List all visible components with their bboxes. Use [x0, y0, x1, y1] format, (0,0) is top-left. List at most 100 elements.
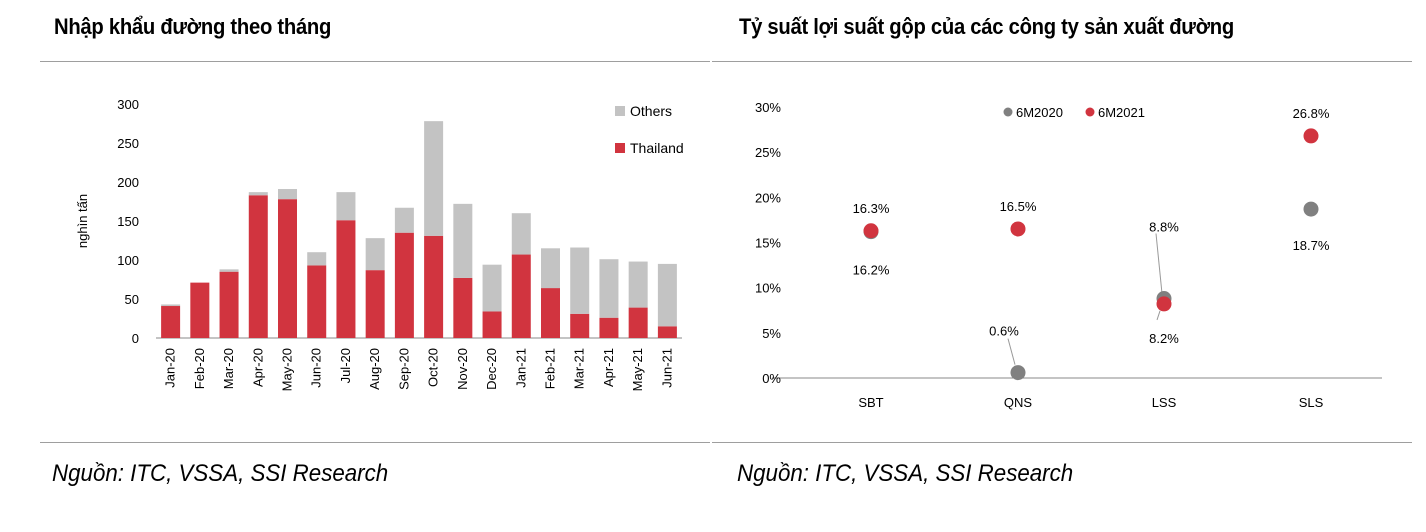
- bar-segment-thailand: [453, 277, 473, 338]
- data-label: 26.8%: [1293, 106, 1330, 121]
- x-tick-label: Apr-21: [601, 348, 616, 387]
- bar-segment-others: [307, 252, 327, 266]
- source-note: Nguồn: ITC, VSSA, SSI Research: [737, 460, 1074, 487]
- data-label: 16.2%: [853, 263, 890, 278]
- point-6m2021: [1303, 128, 1319, 144]
- x-tick-label: Oct-20: [426, 348, 441, 387]
- bottom-divider: [712, 442, 1412, 443]
- y-tick-label: 50: [125, 292, 139, 307]
- data-label: 16.3%: [853, 201, 890, 216]
- bar-segment-thailand: [394, 232, 414, 338]
- x-tick-label: SLS: [1299, 395, 1324, 410]
- legend-swatch: [615, 106, 625, 116]
- leader-line: [1156, 310, 1161, 321]
- top-divider: [40, 61, 710, 62]
- x-tick-label: QNS: [1004, 395, 1033, 410]
- dot-plot-chart: 0% 5% 10% 15% 20% 25% 30% SBT QNS LSS SLS 16.2% 0.6%…: [755, 100, 1382, 410]
- bar-segment-others: [336, 192, 356, 221]
- x-tick-label: Feb-21: [543, 348, 558, 389]
- x-tick-label: Jun-21: [659, 348, 674, 388]
- x-tick-label: LSS: [1152, 395, 1177, 410]
- x-tick-label: May-20: [280, 348, 295, 391]
- x-tick-label: Sep-20: [396, 348, 411, 390]
- y-tick-label: 300: [117, 97, 139, 112]
- bar-segment-others: [541, 248, 560, 289]
- margin-chart-panel: Tỷ suất lợi suất gộp của các công ty sản…: [712, 0, 1426, 532]
- top-divider: [712, 61, 1412, 62]
- x-tick-label: Aug-20: [367, 348, 382, 390]
- bar-segment-thailand: [307, 265, 327, 338]
- bar-segment-others: [511, 213, 531, 255]
- bar-segment-thailand: [570, 313, 590, 338]
- bar-segment-thailand: [424, 235, 444, 338]
- bar-segment-thailand: [248, 195, 268, 338]
- leader-line: [1155, 233, 1163, 294]
- y-tick-label: 250: [117, 136, 139, 151]
- x-tick-label: Jan-20: [163, 348, 178, 388]
- y-tick-label: 0%: [762, 371, 781, 386]
- x-tick-label: Jul-20: [338, 348, 353, 383]
- x-tick-label: Apr-20: [250, 348, 265, 387]
- legend-marker: [1085, 107, 1095, 117]
- bar-segment-thailand: [599, 317, 619, 338]
- legend-marker: [1003, 107, 1013, 117]
- bar-segment-others: [365, 238, 385, 271]
- bar-segment-others: [453, 203, 473, 278]
- bar-segment-thailand: [628, 307, 648, 338]
- bar-segment-others: [161, 304, 181, 307]
- point-6m2020: [1303, 201, 1319, 217]
- bar-segment-others: [248, 192, 268, 196]
- legend-label: 6M2020: [1016, 105, 1063, 120]
- x-tick-label: Dec-20: [484, 348, 499, 390]
- import-chart-panel: Nhập khẩu đường theo tháng 0 50 100 150 200 2…: [0, 0, 710, 532]
- y-tick-label: 25%: [755, 145, 781, 160]
- bar-segment-thailand: [511, 254, 531, 338]
- x-tick-label: Jun-20: [309, 348, 324, 388]
- bar-segment-thailand: [482, 311, 502, 338]
- data-label: 16.5%: [1000, 199, 1037, 214]
- legend-label: Thailand: [630, 140, 684, 156]
- bar-segment-others: [219, 269, 239, 272]
- bottom-divider: [40, 442, 710, 443]
- data-label: 8.8%: [1149, 220, 1179, 235]
- import-chart-title: Nhập khẩu đường theo tháng: [54, 14, 332, 39]
- y-tick-label: 30%: [755, 100, 781, 115]
- bar-segment-thailand: [541, 288, 560, 338]
- y-tick-label: 20%: [755, 190, 781, 205]
- leader-line: [1007, 338, 1016, 365]
- y-tick-label: 150: [117, 214, 139, 229]
- bar-segment-others: [394, 207, 414, 233]
- x-tick-label: Nov-20: [455, 348, 470, 390]
- bar-segment-others: [570, 247, 590, 314]
- data-label: 8.2%: [1149, 331, 1179, 346]
- point-6m2021: [1156, 296, 1172, 312]
- y-tick-label: 100: [117, 253, 139, 268]
- bar-segment-thailand: [365, 270, 385, 338]
- bar-segment-thailand: [278, 199, 297, 338]
- point-6m2021: [863, 223, 879, 239]
- bar-segment-others: [628, 261, 648, 308]
- bar-segment-thailand: [336, 220, 356, 338]
- bar-segment-others: [424, 121, 444, 236]
- x-tick-label: Mar-21: [572, 348, 587, 389]
- margin-chart-title: Tỷ suất lợi suất gộp của các công ty sản…: [739, 14, 1234, 39]
- x-tick-label: Mar-20: [221, 348, 236, 389]
- x-tick-label: Feb-20: [192, 348, 207, 389]
- legend-label: 6M2021: [1098, 105, 1145, 120]
- point-6m2020: [1010, 365, 1026, 381]
- data-label: 18.7%: [1293, 238, 1330, 253]
- x-tick-label: May-21: [630, 348, 645, 391]
- bar-segment-others: [599, 259, 619, 318]
- y-tick-label: 5%: [762, 326, 781, 341]
- data-label: 0.6%: [989, 324, 1019, 339]
- legend-swatch: [615, 143, 625, 153]
- y-tick-label: 200: [117, 175, 139, 190]
- y-tick-label: 15%: [755, 236, 781, 251]
- bar-segment-others: [657, 263, 677, 327]
- point-6m2021: [1010, 221, 1026, 237]
- bar-segment-thailand: [219, 271, 239, 338]
- x-tick-label: SBT: [858, 395, 883, 410]
- bar-segment-thailand: [657, 326, 677, 338]
- y-tick-label: 10%: [755, 281, 781, 296]
- bar-segment-others: [482, 264, 502, 312]
